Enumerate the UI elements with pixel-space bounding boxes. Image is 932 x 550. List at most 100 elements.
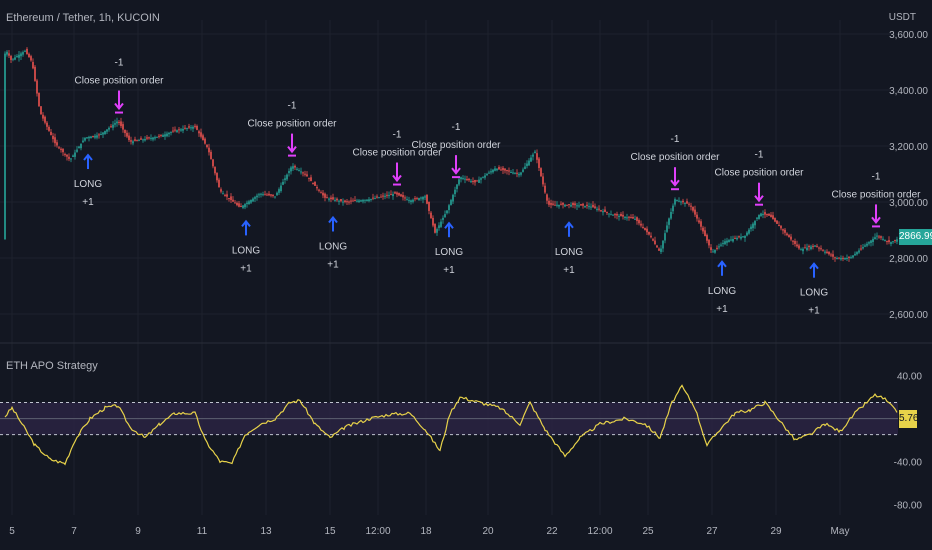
candle-body bbox=[368, 199, 370, 202]
candle-body bbox=[414, 198, 416, 200]
candle-body bbox=[106, 129, 108, 132]
candle-body bbox=[548, 200, 550, 205]
candle-body bbox=[508, 170, 510, 172]
candle-body bbox=[484, 175, 486, 178]
candle-body bbox=[518, 173, 520, 176]
close-qty-label: -1 bbox=[452, 122, 461, 133]
candle-body bbox=[578, 205, 580, 207]
candle-body bbox=[192, 126, 194, 129]
candle-body bbox=[174, 129, 176, 131]
axes: 3,600.00 3,400.00 3,200.00 3,000.00 2,800.00… bbox=[9, 30, 932, 537]
candle-body bbox=[634, 218, 636, 220]
candle-body bbox=[636, 217, 638, 222]
candle-body bbox=[316, 186, 318, 189]
candle-body bbox=[120, 121, 122, 127]
candle-body bbox=[680, 201, 682, 203]
candle-body bbox=[740, 236, 742, 239]
candle-body bbox=[526, 163, 528, 167]
candle-body bbox=[72, 155, 74, 157]
candle-body bbox=[668, 218, 670, 225]
candle-body bbox=[100, 134, 102, 136]
candle-body bbox=[322, 192, 324, 196]
candle-body bbox=[560, 203, 562, 205]
candle-body bbox=[516, 172, 518, 174]
candle-body bbox=[314, 181, 316, 186]
long-arrow-head bbox=[83, 153, 93, 161]
symbol-title[interactable]: Ethereum / Tether, 1h, KUCOIN bbox=[6, 12, 160, 24]
candle-body bbox=[890, 242, 892, 244]
candle-body bbox=[80, 143, 82, 149]
candle-body bbox=[400, 194, 402, 197]
candle-body bbox=[632, 216, 634, 219]
candle-body bbox=[372, 197, 374, 199]
candle-body bbox=[198, 131, 200, 134]
long-arrow-head bbox=[564, 221, 574, 229]
candle-body bbox=[286, 174, 288, 180]
candle-body bbox=[862, 247, 864, 249]
candle-body bbox=[194, 125, 196, 127]
candle-body bbox=[244, 204, 246, 208]
candle-body bbox=[190, 127, 192, 129]
candle-body bbox=[184, 127, 186, 129]
candle-body bbox=[884, 239, 886, 241]
candle-body bbox=[152, 137, 154, 140]
candle-body bbox=[336, 198, 338, 201]
candle-body bbox=[838, 257, 840, 259]
candle-body bbox=[590, 206, 592, 208]
candle-body bbox=[390, 194, 392, 196]
candle-body bbox=[812, 245, 814, 247]
candle-body bbox=[404, 197, 406, 199]
candle-body bbox=[186, 128, 188, 130]
candle-body bbox=[188, 126, 190, 128]
candle-body bbox=[380, 196, 382, 198]
candle-body bbox=[858, 250, 860, 253]
candle-body bbox=[582, 203, 584, 206]
candle-body bbox=[440, 221, 442, 227]
candle-body bbox=[258, 194, 260, 196]
candle-body bbox=[356, 200, 358, 202]
candle-body bbox=[730, 239, 732, 241]
candle-body bbox=[766, 213, 768, 216]
candle-body bbox=[354, 199, 356, 201]
candle-body bbox=[760, 213, 762, 217]
candle-body bbox=[656, 245, 658, 248]
candle-body bbox=[468, 178, 470, 181]
price-axis-label: 3,200.00 bbox=[889, 142, 928, 153]
candle-body bbox=[454, 189, 456, 195]
signal-markers: LONG +1 Close position order -1 LONG +1 Close … bbox=[74, 58, 921, 317]
price-axis-label: 3,600.00 bbox=[889, 30, 928, 41]
candle-body bbox=[524, 166, 526, 169]
candle-body bbox=[66, 154, 68, 157]
candle-body bbox=[228, 197, 230, 199]
candle-body bbox=[828, 251, 830, 255]
candle-body bbox=[450, 200, 452, 205]
candle-body bbox=[620, 213, 622, 217]
candle-body bbox=[856, 252, 858, 255]
candle-body bbox=[302, 172, 304, 174]
candle-body bbox=[816, 245, 818, 247]
candle-body bbox=[250, 199, 252, 203]
candle-body bbox=[894, 239, 896, 241]
candle-body bbox=[392, 194, 394, 197]
candle-body bbox=[684, 202, 686, 204]
candle-body bbox=[418, 198, 420, 201]
candle-body bbox=[540, 168, 542, 177]
candle-body bbox=[646, 228, 648, 233]
close-qty-label: -1 bbox=[671, 134, 680, 145]
candle-body bbox=[640, 223, 642, 226]
indicator-title[interactable]: ETH APO Strategy bbox=[6, 360, 98, 372]
candle-body bbox=[448, 205, 450, 211]
time-axis-label: 15 bbox=[324, 526, 336, 537]
candle-body bbox=[434, 223, 436, 233]
candle-body bbox=[888, 240, 890, 243]
candle-body bbox=[490, 171, 492, 173]
candle-body bbox=[460, 177, 462, 180]
candle-body bbox=[264, 194, 266, 196]
candle-body bbox=[762, 214, 764, 216]
candle-body bbox=[4, 53, 6, 240]
candle-body bbox=[480, 178, 482, 180]
long-label: LONG bbox=[800, 288, 829, 299]
candle-body bbox=[474, 179, 476, 183]
candle-body bbox=[790, 236, 792, 240]
